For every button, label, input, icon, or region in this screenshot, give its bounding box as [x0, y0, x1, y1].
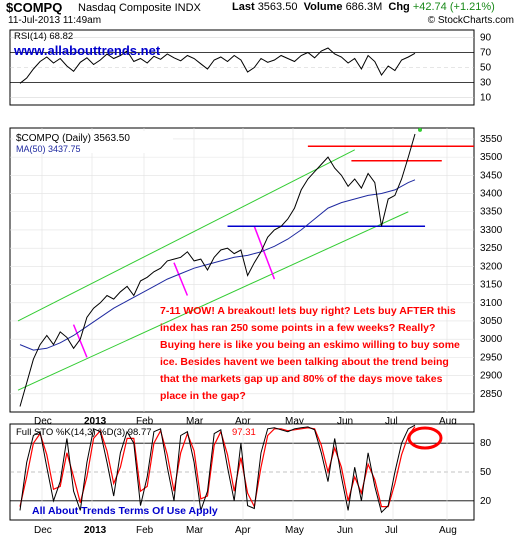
timestamp: 11-Jul-2013 11:49am: [8, 15, 102, 26]
channel-lower-line: [17, 211, 409, 391]
sto-legend: Full STO %K(14,3) %D(3) 98.77: [16, 427, 152, 438]
sto-tick-label: 80: [480, 438, 492, 449]
last-value: 3563.50: [257, 1, 298, 13]
price-x-tick-label: Feb: [136, 416, 154, 427]
price-x-tick-label: Dec: [34, 416, 52, 427]
price-tick-label: 3450: [480, 170, 503, 181]
price-tick-label: 3300: [480, 225, 503, 236]
price-tick-label: 3050: [480, 316, 503, 327]
sto-tick-label: 50: [480, 467, 492, 478]
sto-x-tick-label: 2013: [84, 525, 107, 536]
rsi-legend: RSI(14) 68.82: [14, 31, 73, 42]
channel-upper-line: [17, 149, 355, 322]
price-x-tick-label: Mar: [186, 416, 204, 427]
price-tick-label: 3150: [480, 280, 503, 291]
rsi-tick-label: 50: [480, 63, 492, 74]
last-label: Last: [232, 1, 255, 13]
sto-x-tick-label: May: [285, 525, 304, 536]
price-tick-label: 3250: [480, 243, 503, 254]
rsi-tick-label: 70: [480, 48, 492, 59]
flag-line-3: [253, 226, 276, 280]
last-price-marker: [418, 127, 422, 132]
sto-legend-d: 97.31: [232, 427, 256, 438]
price-tick-label: 3100: [480, 298, 503, 309]
volume-label: Volume: [303, 1, 343, 13]
price-x-tick-label: May: [285, 416, 304, 427]
site-link[interactable]: www.allabouttrends.net: [14, 43, 161, 58]
price-tick-label: 3550: [480, 134, 503, 145]
price-tick-label: 3350: [480, 207, 503, 218]
rsi-tick-label: 90: [480, 33, 492, 44]
chg-label: Chg: [388, 1, 410, 13]
price-x-tick-label: Apr: [235, 416, 251, 427]
sto-x-tick-label: Apr: [235, 525, 251, 536]
flag-line-2: [173, 262, 189, 296]
price-line: [19, 133, 416, 407]
exchange-name: Nasdaq Composite INDX: [78, 2, 201, 14]
price-tick-label: 2950: [480, 352, 503, 363]
brand-label: © StockCharts.com: [427, 15, 514, 26]
price-legend-box: [13, 131, 173, 153]
price-tick-label: 3500: [480, 152, 503, 163]
price-tick-label: 2850: [480, 389, 503, 400]
price-x-tick-label: 2013: [84, 416, 107, 427]
ma50-line: [19, 179, 416, 351]
highlight-circle: [407, 426, 443, 450]
sto-x-tick-label: Mar: [186, 525, 204, 536]
flag-line-1: [72, 324, 88, 358]
ticker-symbol: $COMPQ: [6, 0, 63, 15]
annotation-note: 7-11 WOW! A breakout! lets buy right? Le…: [160, 305, 460, 402]
chg-value: +42.74 (+1.21%): [412, 1, 495, 13]
rsi-tick-label: 10: [480, 93, 492, 104]
price-tick-label: 3000: [480, 334, 503, 345]
price-x-tick-label: Jun: [337, 416, 353, 427]
sto-x-tick-label: Dec: [34, 525, 52, 536]
sto-tick-label: 20: [480, 496, 492, 507]
sto-x-tick-label: Aug: [439, 525, 457, 536]
header-stats: Last 3563.50 Volume 686.3M Chg +42.74 (+…: [232, 1, 495, 13]
price-tick-label: 3400: [480, 189, 503, 200]
price-x-tick-label: Jul: [385, 416, 398, 427]
sto-x-tick-label: Feb: [136, 525, 154, 536]
sto-k-line: [19, 424, 416, 514]
price-legend-main: $COMPQ (Daily) 3563.50: [16, 133, 130, 144]
sto-d-line: [19, 426, 416, 509]
sto-x-tick-label: Jun: [337, 525, 353, 536]
rsi-tick-label: 30: [480, 78, 492, 89]
price-tick-label: 3200: [480, 261, 503, 272]
rsi-line: [19, 47, 416, 84]
terms-link[interactable]: All About Trends Terms Of Use Apply: [32, 505, 218, 517]
price-x-tick-label: Aug: [439, 416, 457, 427]
sto-x-tick-label: Jul: [385, 525, 398, 536]
price-tick-label: 2900: [480, 371, 503, 382]
volume-value: 686.3M: [345, 1, 383, 13]
price-legend-ma: MA(50) 3437.75: [16, 144, 81, 154]
